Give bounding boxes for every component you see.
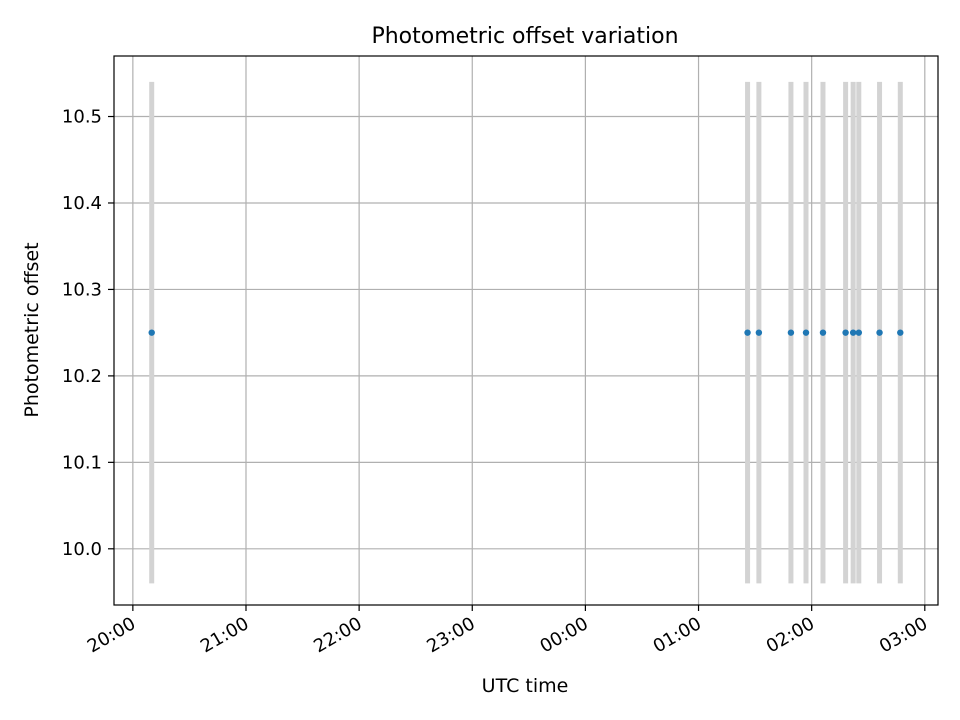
data-point (897, 329, 904, 336)
data-point (849, 329, 857, 336)
data-point (755, 329, 763, 336)
x-tick-label: 02:00 (763, 613, 818, 657)
x-tick-label: 23:00 (423, 613, 478, 657)
x-axis-label: UTC time (482, 675, 569, 697)
y-axis-ticks: 10.0 10.1 10.2 10.3 10.4 10.5 (62, 107, 114, 560)
x-axis-ticks: 20:00 21:00 22:00 23:00 00:00 01:00 02:00 03:00 (84, 605, 931, 657)
y-tick-label: 10.3 (62, 279, 102, 300)
data-point (855, 329, 863, 336)
data-points (148, 329, 904, 336)
data-point (819, 329, 827, 336)
data-point (802, 329, 810, 336)
x-tick-label: 00:00 (536, 613, 591, 657)
x-tick-label: 22:00 (310, 613, 365, 657)
y-tick-label: 10.1 (62, 452, 102, 473)
y-tick-label: 10.0 (62, 539, 102, 560)
y-tick-label: 10.4 (62, 193, 102, 214)
plot-frame (113, 55, 939, 606)
x-tick-label: 03:00 (876, 613, 931, 657)
x-tick-label: 20:00 (84, 613, 139, 657)
chart-title: Photometric offset variation (371, 24, 678, 49)
data-point (787, 329, 795, 336)
data-point (876, 329, 883, 336)
y-tick-label: 10.5 (62, 107, 102, 128)
y-axis-label: Photometric offset (21, 242, 43, 417)
y-tick-label: 10.2 (62, 366, 102, 387)
data-point (842, 329, 849, 336)
data-point (148, 329, 155, 336)
x-tick-label: 21:00 (197, 613, 252, 657)
grid (114, 56, 938, 605)
x-tick-label: 01:00 (650, 613, 705, 657)
data-point (744, 329, 751, 336)
